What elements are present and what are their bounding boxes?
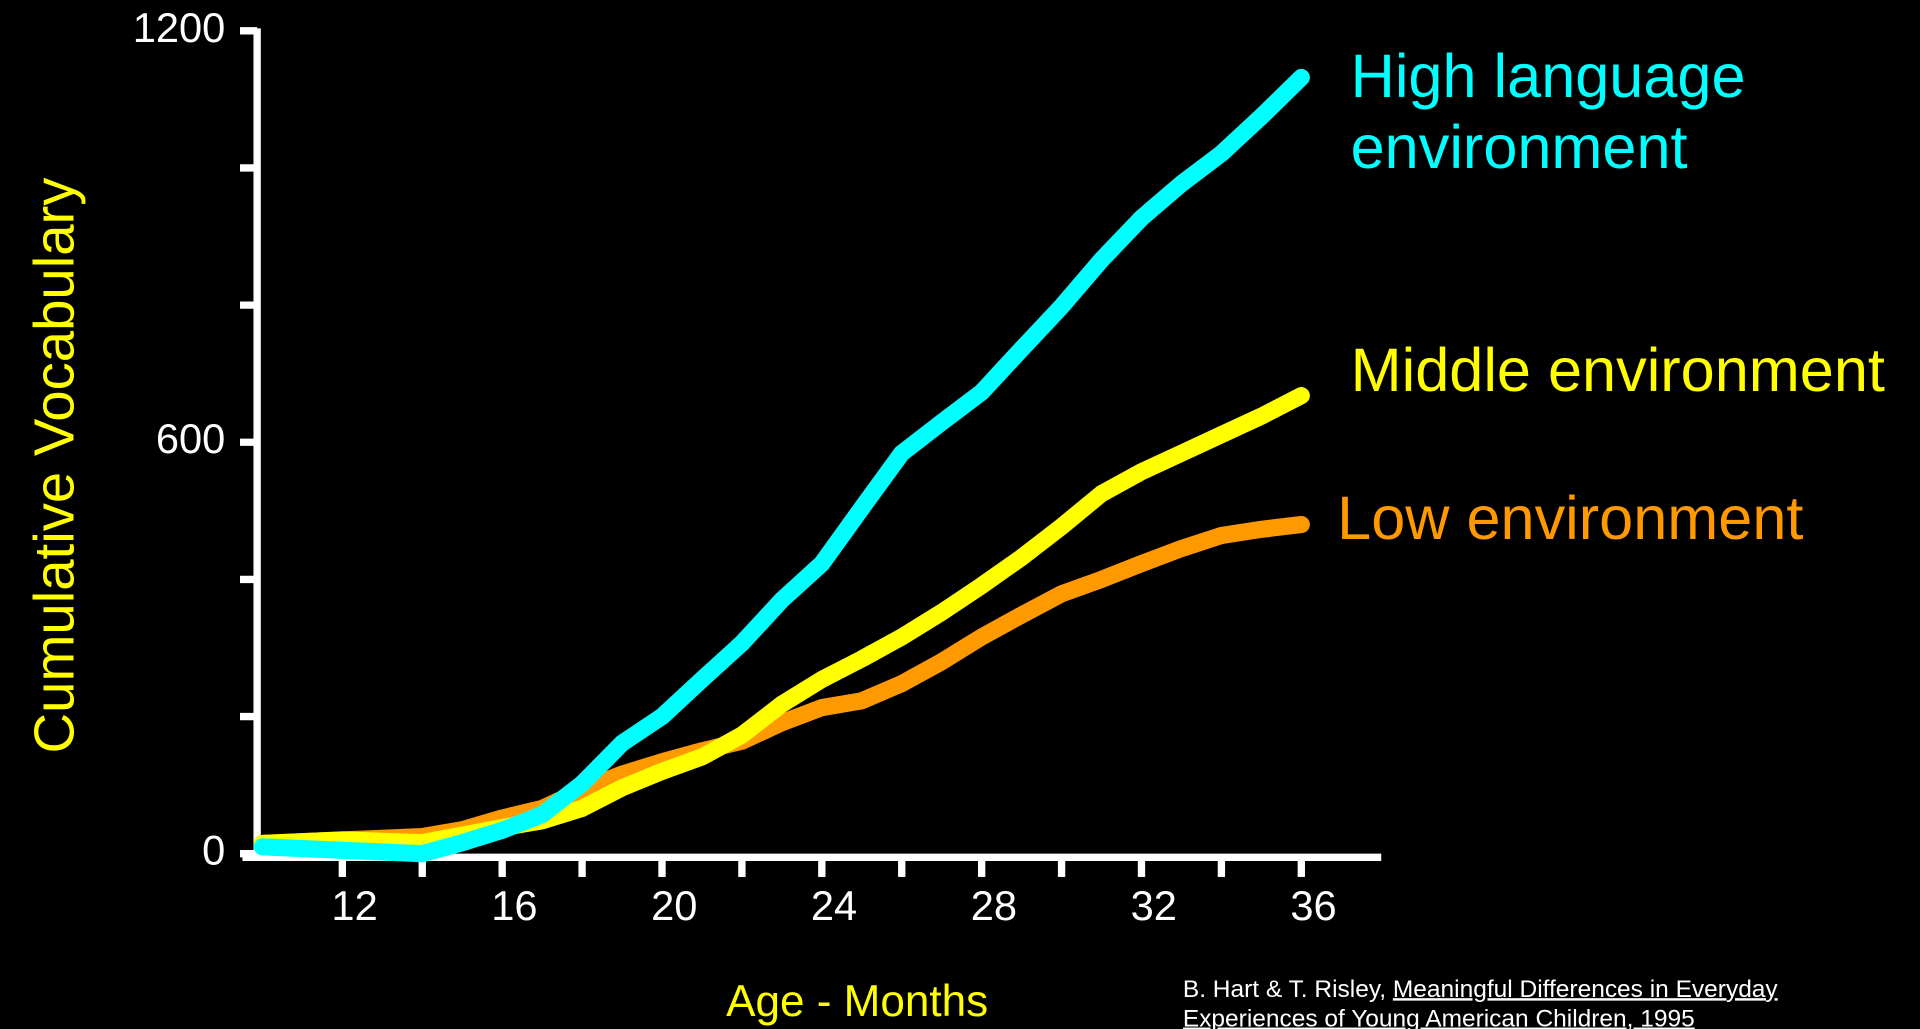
series-label: Low environment <box>1337 483 1804 553</box>
x-tick-label: 36 <box>1290 882 1336 929</box>
series-label: High language environment <box>1350 41 1746 182</box>
x-tick-label: 28 <box>971 882 1017 929</box>
y-tick-label: 0 <box>202 827 225 874</box>
y-axis-label: Cumulative Vocabulary <box>23 177 86 754</box>
x-tick-label: 16 <box>491 882 537 929</box>
x-tick-label: 32 <box>1131 882 1177 929</box>
source-title: Meaningful Differences in Everyday Exper… <box>1182 976 1778 1029</box>
x-tick-label: 20 <box>651 882 697 929</box>
series-label-box: Middle environment <box>1350 335 1885 405</box>
y-tick-label: 1200 <box>133 4 226 51</box>
y-tick-label: 600 <box>156 415 225 462</box>
series-line <box>253 68 1310 863</box>
source-box: B. Hart & T. Risley, Meaningful Differen… <box>1183 975 1918 1029</box>
x-axis-label: Age - Months <box>726 977 988 1026</box>
series-line <box>253 515 1310 852</box>
source-authors: B. Hart & T. Risley, <box>1182 976 1387 1004</box>
series-label-box: High language environment <box>1350 41 1746 182</box>
source: B. Hart & T. Risley, Meaningful Differen… <box>1183 975 1918 1029</box>
x-tick-label: 12 <box>331 882 377 929</box>
x-tick-label: 24 <box>811 882 857 929</box>
series-label: Middle environment <box>1350 335 1885 405</box>
series-label-box: Low environment <box>1337 483 1804 553</box>
